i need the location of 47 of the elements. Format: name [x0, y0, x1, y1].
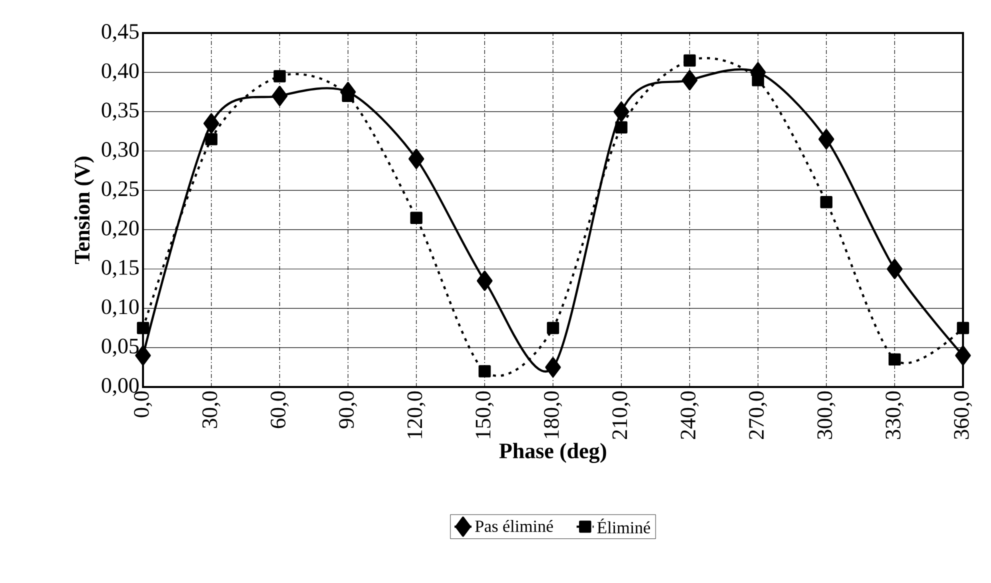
y-tick-label: 0,45	[102, 24, 139, 42]
legend-label: Pas éliminé	[475, 520, 553, 532]
x-tick-label: 30,0	[202, 391, 220, 428]
x-axis-title: Phase (deg)	[499, 442, 606, 464]
point	[684, 54, 696, 67]
point	[545, 357, 561, 378]
x-tick-label: 360,0	[954, 391, 972, 439]
legend-label: Éliminé	[597, 518, 650, 534]
point	[820, 196, 832, 208]
point	[613, 102, 630, 122]
x-tick-label: 120,0	[407, 391, 426, 438]
point	[478, 365, 491, 378]
x-tick-label: 180,0	[544, 391, 562, 438]
point	[888, 353, 901, 366]
x-tick-label: 150,0	[476, 391, 494, 438]
x-tick-label: 240,0	[680, 391, 699, 440]
x-tick-label: 270,0	[748, 391, 768, 440]
point	[408, 148, 424, 169]
point	[136, 322, 150, 334]
y-tick-label: 0,40	[102, 63, 139, 82]
point	[546, 322, 560, 334]
point	[615, 121, 628, 134]
point	[205, 133, 218, 146]
point	[476, 270, 493, 291]
point	[752, 74, 764, 86]
point	[818, 129, 834, 150]
y-tick-label: 0,25	[102, 181, 139, 200]
y-tick-label: 0,30	[102, 142, 139, 160]
point	[682, 70, 698, 90]
x-tick-label: 60,0	[270, 391, 289, 428]
x-tick-label: 300,0	[817, 391, 836, 439]
y-tick-label: 0,10	[102, 299, 139, 318]
point	[410, 212, 422, 224]
y-axis-title: Tension (V)	[74, 156, 94, 264]
y-tick-label: 0,20	[102, 220, 139, 239]
point	[886, 258, 903, 280]
y-tick-label: 0,15	[102, 260, 139, 278]
x-tick-label: 210,0	[612, 391, 630, 440]
point	[274, 70, 286, 82]
point	[956, 322, 970, 334]
y-tick-label: 0,35	[102, 102, 139, 121]
point	[203, 113, 220, 134]
point	[272, 86, 288, 106]
point	[955, 345, 971, 366]
x-tick-label: 330,0	[886, 391, 904, 439]
y-tick-label: 0,05	[102, 338, 139, 357]
x-tick-label: 90,0	[338, 391, 358, 428]
